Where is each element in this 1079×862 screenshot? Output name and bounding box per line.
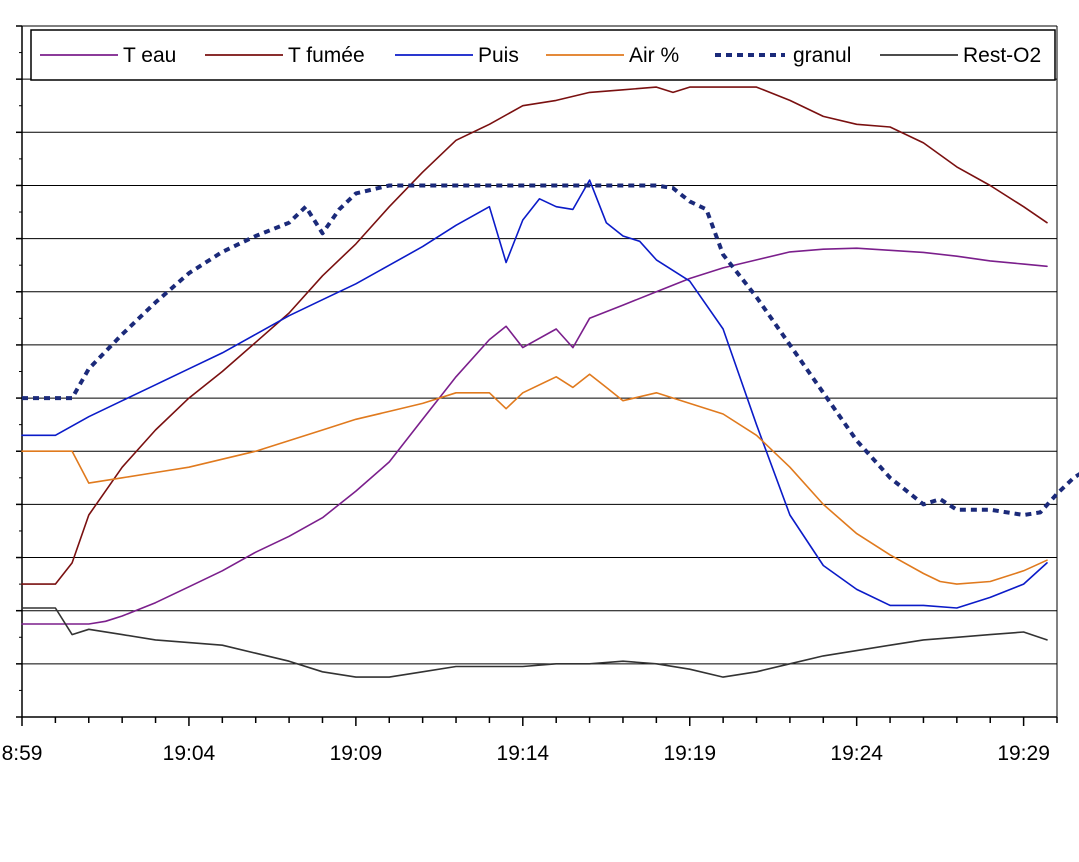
series-line-air- [21, 373, 1048, 585]
x-tick-label: 19:14 [497, 742, 550, 765]
series-line-rest-o2 [21, 607, 1048, 678]
legend-label: Puis [478, 44, 519, 67]
axes: 8:59 19:04 19:09 19:14 19:19 19:24 19:29 [2, 25, 1058, 765]
series-line-t-fum-e [21, 86, 1048, 585]
x-tick-label: 19:19 [663, 742, 716, 765]
legend-label: Rest-O2 [963, 44, 1041, 67]
x-tick-label: 19:04 [163, 742, 216, 765]
x-tick-label: 8:59 [2, 742, 43, 765]
legend-label: Air % [629, 44, 679, 67]
legend-label: T eau [123, 44, 176, 67]
series-line-puis [21, 179, 1048, 609]
x-tick-label: 19:09 [330, 742, 383, 765]
legend-label: T fumée [288, 44, 365, 67]
x-tick-label: 19:29 [997, 742, 1050, 765]
x-tick-label: 19:24 [830, 742, 883, 765]
plot-area [21, 86, 1079, 678]
legend-label: granul [793, 44, 851, 67]
series-line-granul [22, 183, 1079, 517]
legend: T eau T fumée Puis Air % granul Rest-O2 [30, 29, 1056, 81]
series-line-t-eau [21, 247, 1048, 625]
